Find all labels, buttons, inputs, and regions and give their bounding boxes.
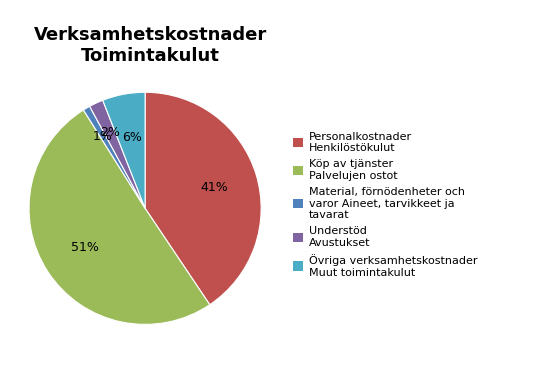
Text: Verksamhetskostnader
Toimintakulut: Verksamhetskostnader Toimintakulut	[34, 26, 267, 65]
Text: 51%: 51%	[71, 241, 99, 254]
Text: 2%: 2%	[100, 126, 120, 139]
Wedge shape	[145, 92, 261, 305]
Wedge shape	[84, 106, 145, 208]
Wedge shape	[103, 92, 145, 208]
Wedge shape	[90, 100, 145, 208]
Text: 41%: 41%	[200, 181, 228, 194]
Wedge shape	[29, 110, 210, 324]
Text: 6%: 6%	[122, 131, 142, 144]
Text: 1%: 1%	[93, 130, 113, 143]
Legend: Personalkostnader
Henkilöstökulut, Köp av tjänster
Palvelujen ostot, Material, f: Personalkostnader Henkilöstökulut, Köp a…	[290, 128, 481, 281]
